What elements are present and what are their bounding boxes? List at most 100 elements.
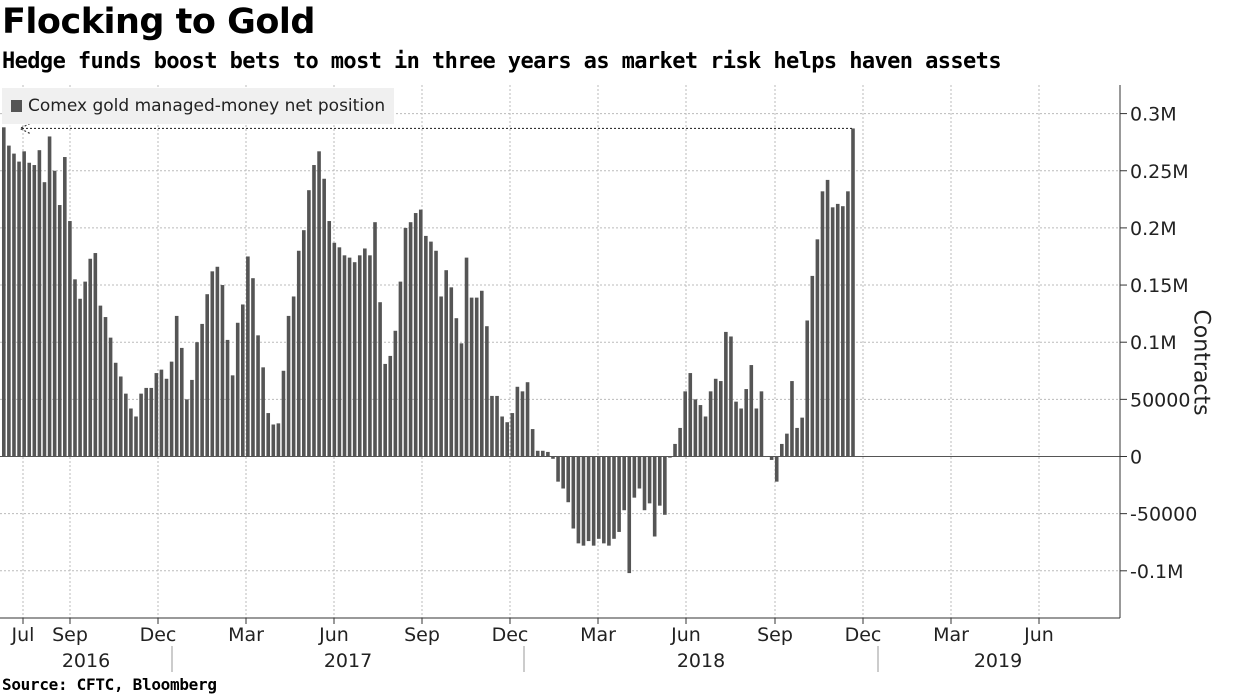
bar [332, 242, 337, 457]
bar [185, 399, 189, 457]
bar [785, 433, 789, 457]
bar [515, 386, 520, 457]
bar [561, 456, 565, 489]
bar [98, 305, 103, 457]
x-tick-label: Sep [52, 624, 88, 646]
bar [500, 416, 504, 457]
bar [602, 456, 606, 544]
bar [551, 456, 555, 459]
x-tick-label: Dec [492, 624, 529, 646]
y-tick-label: 0.25M [1130, 161, 1189, 183]
bar [444, 270, 448, 457]
y-tick-label: 0 [1130, 447, 1142, 469]
x-tick-label: Dec [845, 624, 882, 646]
bar [418, 209, 423, 457]
bar [495, 395, 499, 457]
bar [317, 151, 321, 457]
bar [469, 297, 474, 457]
bar [68, 221, 72, 457]
chart-subtitle: Hedge funds boost bets to most in three … [2, 49, 1002, 74]
y-tick-label: -50000 [1130, 504, 1197, 526]
bar [256, 335, 260, 457]
bar [159, 369, 164, 457]
bar [474, 297, 479, 457]
bar [32, 165, 37, 457]
year-label: 2019 [974, 650, 1022, 672]
x-tick-label: Mar [580, 624, 616, 646]
bar [454, 318, 459, 457]
bar [846, 191, 850, 457]
x-tick-label: Jun [1023, 624, 1054, 646]
bar [678, 427, 682, 457]
bar [632, 456, 637, 498]
bar [393, 330, 398, 457]
bar [139, 393, 143, 457]
bar [657, 456, 662, 506]
bar [429, 241, 433, 457]
bar [327, 221, 332, 457]
bar [342, 255, 347, 457]
bar [88, 258, 93, 457]
bar [363, 248, 367, 457]
bar [459, 343, 464, 457]
bar [149, 387, 154, 457]
bar [271, 424, 276, 457]
bar [744, 389, 749, 457]
year-label: 2016 [62, 650, 110, 672]
bar [647, 456, 652, 504]
bar [769, 456, 774, 460]
bar [830, 207, 835, 457]
bar [800, 417, 804, 457]
bar [37, 150, 42, 457]
bar [63, 157, 67, 457]
bar [240, 304, 245, 457]
annotation-arrowhead [18, 122, 31, 134]
bar [505, 422, 510, 457]
bar [17, 161, 21, 457]
bar [83, 281, 87, 457]
y-tick-label: 50000 [1130, 389, 1190, 411]
bar [535, 450, 540, 457]
bar [337, 247, 342, 457]
bar [78, 298, 82, 457]
bar [281, 370, 286, 457]
bar [617, 456, 621, 532]
x-tick-label: Mar [228, 624, 264, 646]
bar [520, 391, 525, 457]
bar [383, 363, 387, 457]
bar [607, 456, 611, 546]
bar [683, 391, 687, 457]
bar [591, 456, 596, 546]
bar [251, 278, 255, 457]
bar [373, 222, 377, 457]
bar [815, 239, 820, 457]
bar [2, 127, 6, 457]
bar [724, 331, 728, 457]
x-tick-label: Jul [11, 624, 35, 646]
bar [134, 416, 138, 457]
bar [810, 275, 815, 457]
y-tick-label: 0.1M [1130, 332, 1177, 354]
year-label: 2017 [324, 650, 372, 672]
bar [108, 337, 113, 457]
bar [851, 128, 855, 457]
bar [693, 399, 698, 457]
bar [352, 262, 357, 457]
bar [464, 257, 469, 457]
x-tick-label: Mar [933, 624, 969, 646]
x-tick-label: Jun [318, 624, 349, 646]
bar [52, 170, 57, 457]
bar [790, 381, 794, 457]
bar [703, 416, 708, 457]
bar [434, 250, 438, 457]
x-tick-label: Dec [140, 624, 177, 646]
bar [622, 456, 626, 511]
x-tick-label: Sep [404, 624, 440, 646]
bar [413, 213, 418, 457]
bar [754, 408, 759, 457]
bar [195, 342, 199, 457]
x-tick-label: Jun [670, 624, 701, 646]
bar [286, 315, 291, 457]
bar [164, 378, 169, 457]
bar [713, 378, 718, 457]
